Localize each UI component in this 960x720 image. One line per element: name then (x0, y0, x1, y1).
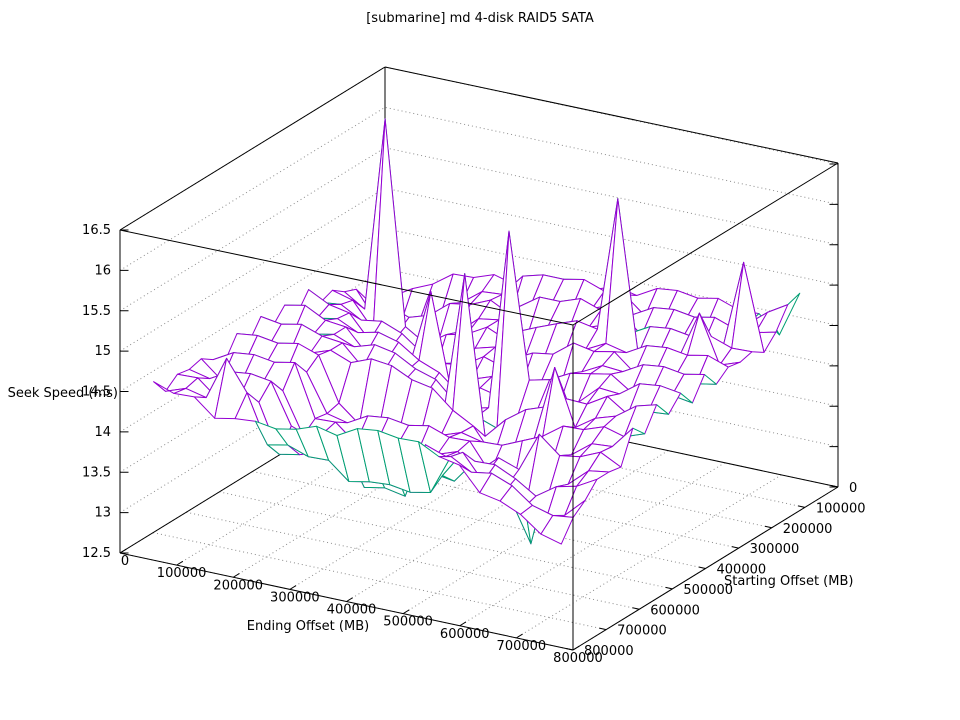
svg-text:800000: 800000 (553, 651, 603, 666)
svg-text:400000: 400000 (327, 603, 377, 618)
svg-text:200000: 200000 (783, 522, 833, 537)
svg-text:700000: 700000 (497, 639, 547, 654)
svg-text:500000: 500000 (383, 615, 433, 630)
x-axis-title: Ending Offset (MB) (246, 619, 370, 634)
svg-text:0: 0 (849, 481, 857, 496)
svg-text:16.5: 16.5 (82, 223, 111, 238)
svg-text:600000: 600000 (440, 627, 490, 642)
svg-text:100000: 100000 (816, 501, 866, 516)
svg-text:13: 13 (94, 506, 111, 521)
svg-text:13.5: 13.5 (82, 465, 111, 480)
svg-text:16: 16 (94, 263, 111, 278)
svg-text:500000: 500000 (683, 583, 733, 598)
svg-text:200000: 200000 (213, 578, 263, 593)
svg-text:12.5: 12.5 (82, 546, 111, 561)
svg-text:800000: 800000 (584, 644, 634, 659)
svg-text:14.5: 14.5 (82, 385, 111, 400)
svg-text:700000: 700000 (617, 624, 667, 639)
svg-text:15.5: 15.5 (82, 304, 111, 319)
svg-text:0: 0 (121, 554, 129, 569)
svg-text:100000: 100000 (157, 566, 207, 581)
svg-text:300000: 300000 (270, 590, 320, 605)
svg-text:14: 14 (94, 425, 111, 440)
svg-text:600000: 600000 (650, 603, 700, 618)
y-axis-title: Starting Offset (MB) (724, 574, 854, 589)
svg-text:15: 15 (94, 344, 111, 359)
svg-text:400000: 400000 (717, 563, 767, 578)
z-axis-title: Seek Speed (ms) (7, 386, 118, 401)
svg-text:300000: 300000 (750, 542, 800, 557)
chart-title: [submarine] md 4-disk RAID5 SATA (366, 11, 594, 26)
